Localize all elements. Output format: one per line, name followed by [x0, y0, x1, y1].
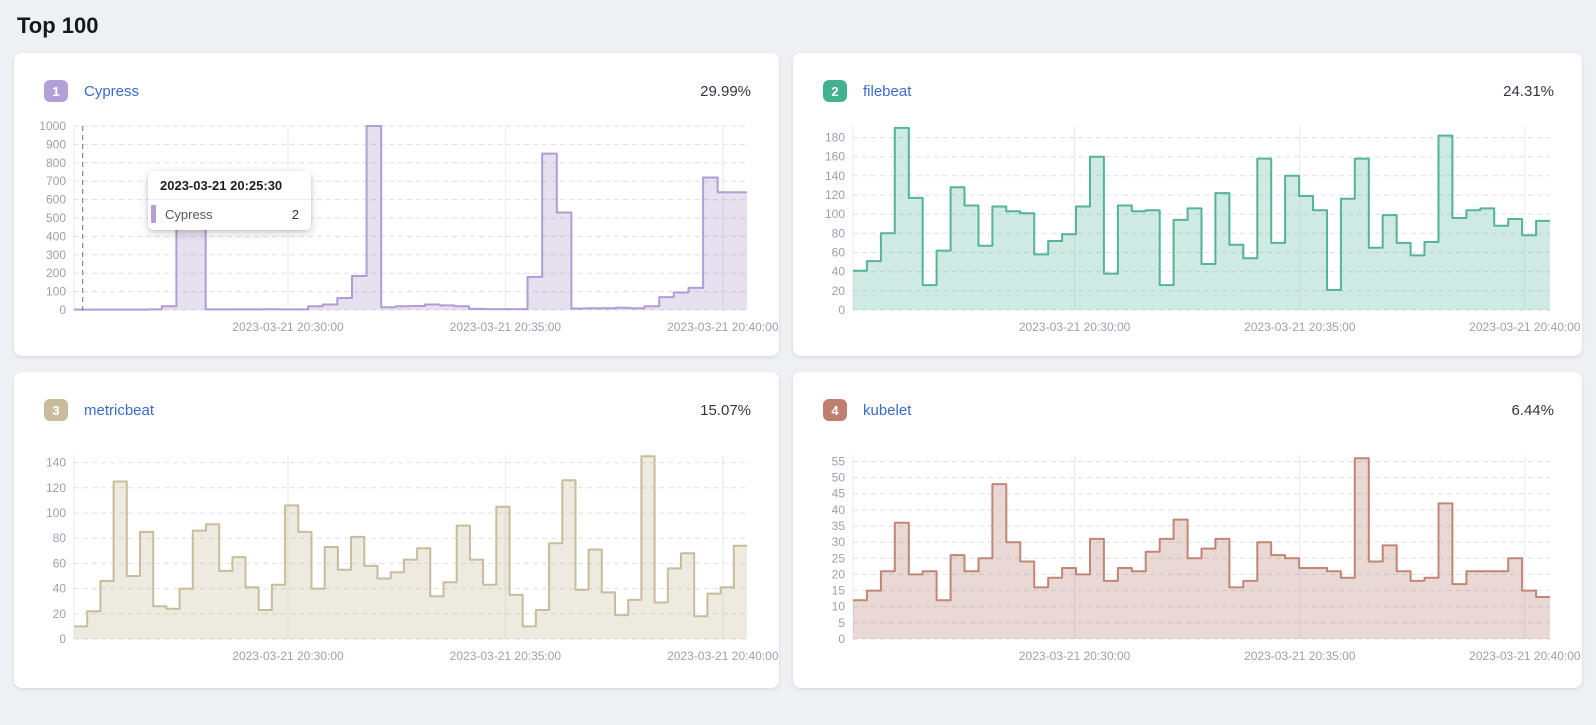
chart-tooltip: 2023-03-21 20:25:30 Cypress 2 [148, 171, 311, 230]
rank-badge-3: 3 [44, 399, 68, 421]
chart-area-metricbeat[interactable]: 0 20 40 60 80 100 120 140 2023-03-21 20:30:00 202… [30, 447, 779, 667]
series-link-filebeat[interactable]: filebeat [863, 82, 912, 100]
svg-text:300: 300 [46, 248, 66, 262]
svg-text:180: 180 [825, 131, 845, 145]
svg-text:15: 15 [832, 584, 846, 598]
svg-text:20: 20 [832, 284, 846, 298]
svg-text:400: 400 [46, 229, 66, 243]
tooltip-row: Cypress 2 [148, 200, 311, 230]
svg-text:1000: 1000 [39, 119, 66, 133]
svg-text:45: 45 [832, 487, 846, 501]
svg-text:200: 200 [46, 266, 66, 280]
tooltip-series-marker [151, 205, 156, 223]
svg-text:20: 20 [832, 567, 846, 581]
chart-area-cypress[interactable]: 0 100 200 300 400 500 600 700 800 900 1000 2023-03-… [30, 118, 779, 338]
svg-text:40: 40 [53, 582, 67, 596]
svg-text:2023-03-21 20:35:00: 2023-03-21 20:35:00 [1244, 320, 1356, 334]
page-title: Top 100 [17, 13, 99, 38]
percent-value-cypress: 29.99% [700, 82, 751, 100]
card-header: 1 Cypress 29.99% [44, 80, 761, 102]
chart-area-kubelet[interactable]: 0 5 10 15 20 25 30 35 40 45 50 55 2023-03-21 20:30:0… [809, 447, 1581, 667]
svg-text:50: 50 [832, 471, 846, 485]
svg-text:2023-03-21 20:40:00: 2023-03-21 20:40:00 [1469, 320, 1581, 334]
svg-text:100: 100 [46, 285, 66, 299]
chart-card-kubelet: 4 kubelet 6.44% 0 5 10 15 20 25 30 35 40 45 50 55 20… [793, 372, 1582, 688]
svg-text:800: 800 [46, 156, 66, 170]
percent-value-filebeat: 24.31% [1503, 82, 1554, 100]
svg-text:40: 40 [832, 503, 846, 517]
svg-text:2023-03-21 20:35:00: 2023-03-21 20:35:00 [450, 649, 562, 663]
series-link-cypress[interactable]: Cypress [84, 82, 140, 100]
cards-grid: 1 Cypress 29.99% 0 100 200 300 400 500 600 700 8… [14, 53, 1582, 688]
svg-text:80: 80 [832, 226, 846, 240]
svg-text:2023-03-21 20:30:00: 2023-03-21 20:30:00 [232, 320, 344, 334]
svg-text:2023-03-21 20:35:00: 2023-03-21 20:35:00 [450, 320, 562, 334]
svg-text:40: 40 [832, 265, 846, 279]
svg-text:140: 140 [825, 169, 845, 183]
chart-card-filebeat: 2 filebeat 24.31% 0 20 40 60 80 100 120 140 160 1… [793, 53, 1582, 356]
svg-text:80: 80 [53, 531, 67, 545]
chart-card-metricbeat: 3 metricbeat 15.07% 0 20 40 60 80 100 120 140 20… [14, 372, 779, 688]
chart-card-cypress: 1 Cypress 29.99% 0 100 200 300 400 500 600 700 8… [14, 53, 779, 356]
card-header: 2 filebeat 24.31% [823, 80, 1564, 102]
svg-text:0: 0 [838, 303, 845, 317]
svg-text:2023-03-21 20:30:00: 2023-03-21 20:30:00 [232, 649, 344, 663]
tooltip-series-name: Cypress [165, 206, 213, 222]
svg-text:0: 0 [59, 632, 66, 646]
rank-badge-1: 1 [44, 80, 68, 102]
rank-badge-2: 2 [823, 80, 847, 102]
series-link-metricbeat[interactable]: metricbeat [84, 401, 155, 419]
tooltip-series-value: 2 [291, 206, 299, 222]
svg-text:600: 600 [46, 193, 66, 207]
tooltip-timestamp: 2023-03-21 20:25:30 [148, 171, 311, 200]
svg-text:2023-03-21 20:30:00: 2023-03-21 20:30:00 [1019, 320, 1131, 334]
svg-text:2023-03-21 20:40:00: 2023-03-21 20:40:00 [667, 649, 779, 663]
svg-text:120: 120 [825, 188, 845, 202]
percent-value-metricbeat: 15.07% [700, 401, 751, 419]
svg-text:60: 60 [53, 556, 67, 570]
svg-text:25: 25 [832, 551, 846, 565]
svg-text:0: 0 [838, 632, 845, 646]
series-link-kubelet[interactable]: kubelet [863, 401, 912, 419]
svg-text:2023-03-21 20:35:00: 2023-03-21 20:35:00 [1244, 649, 1356, 663]
svg-text:500: 500 [46, 211, 66, 225]
svg-text:10: 10 [832, 600, 846, 614]
svg-text:2023-03-21 20:40:00: 2023-03-21 20:40:00 [1469, 649, 1581, 663]
svg-text:160: 160 [825, 150, 845, 164]
card-header: 4 kubelet 6.44% [823, 399, 1564, 421]
svg-text:30: 30 [832, 535, 846, 549]
svg-text:35: 35 [832, 519, 846, 533]
svg-text:55: 55 [832, 455, 846, 469]
svg-text:2023-03-21 20:30:00: 2023-03-21 20:30:00 [1019, 649, 1131, 663]
svg-text:100: 100 [825, 207, 845, 221]
svg-text:900: 900 [46, 137, 66, 151]
svg-text:100: 100 [46, 506, 66, 520]
svg-text:20: 20 [53, 607, 67, 621]
svg-text:700: 700 [46, 174, 66, 188]
svg-text:60: 60 [832, 246, 846, 260]
svg-text:140: 140 [46, 456, 66, 470]
svg-text:5: 5 [838, 616, 845, 630]
svg-text:2023-03-21 20:40:00: 2023-03-21 20:40:00 [667, 320, 779, 334]
chart-area-filebeat[interactable]: 0 20 40 60 80 100 120 140 160 180 2023-03-21 20:30… [809, 118, 1581, 338]
percent-value-kubelet: 6.44% [1511, 401, 1554, 419]
svg-text:0: 0 [59, 303, 66, 317]
card-header: 3 metricbeat 15.07% [44, 399, 761, 421]
svg-text:120: 120 [46, 481, 66, 495]
rank-badge-4: 4 [823, 399, 847, 421]
